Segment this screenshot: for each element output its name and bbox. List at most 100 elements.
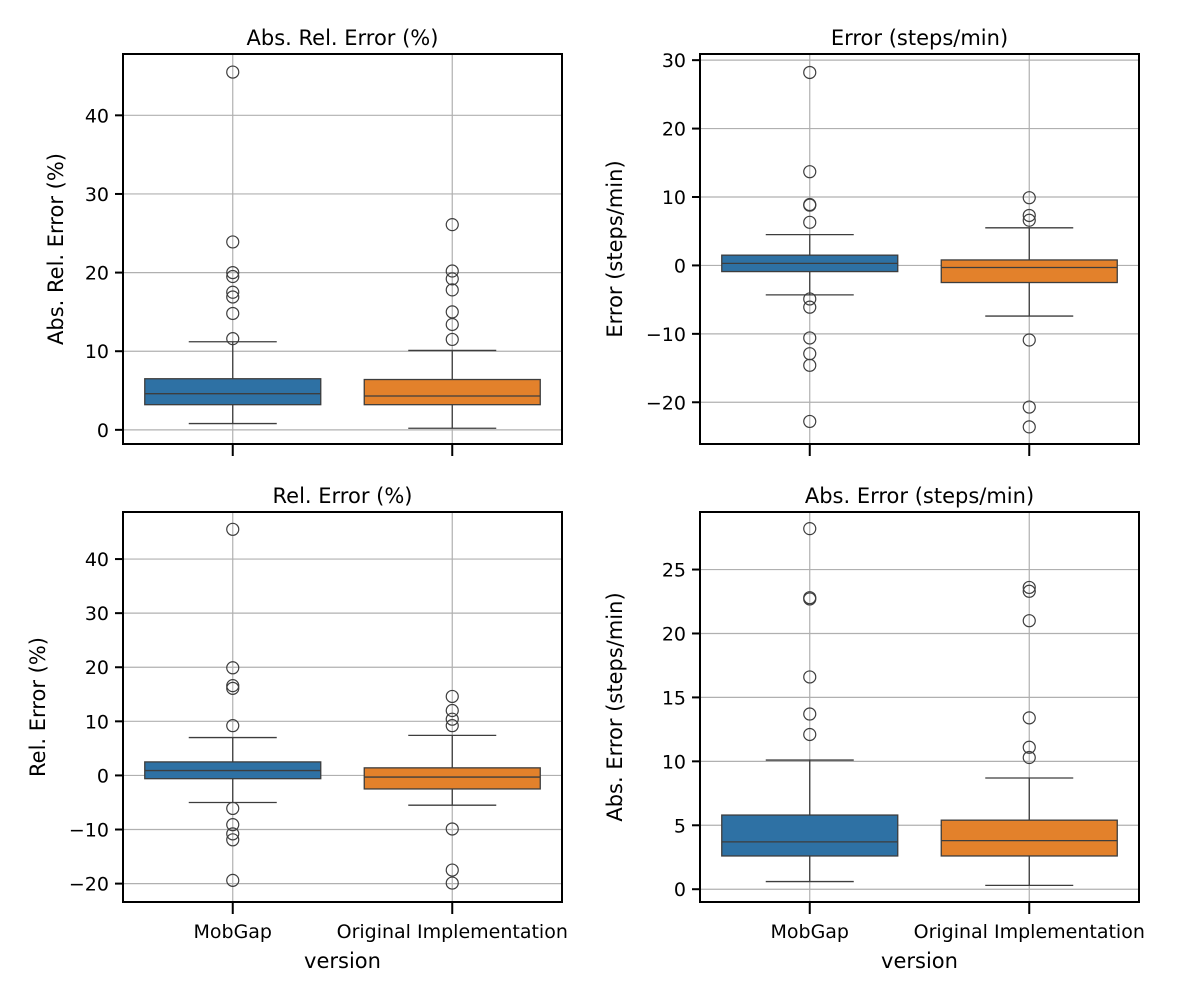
subplot-title: Abs. Error (steps/min) — [805, 484, 1034, 508]
subplot-title: Error (steps/min) — [831, 26, 1008, 50]
iqr-box — [363, 378, 541, 406]
y-tick-label: 0 — [674, 255, 686, 277]
box-mobgap — [144, 65, 322, 425]
outlier-point — [803, 300, 817, 314]
box-mobgap — [144, 522, 322, 887]
outlier-point — [226, 290, 240, 304]
iqr-box — [940, 819, 1118, 857]
outlier-point — [1022, 614, 1036, 628]
iqr-box — [363, 767, 541, 790]
outlier-point — [226, 265, 240, 280]
x-tick-label: Original Implementation — [914, 921, 1145, 943]
outlier-point — [226, 818, 240, 832]
y-tick-label: 0 — [97, 420, 109, 442]
axes-frame — [122, 511, 563, 903]
y-tick-label: 40 — [85, 105, 109, 127]
outlier-point — [226, 801, 240, 816]
subplot-title: Abs. Rel. Error (%) — [247, 26, 439, 50]
outlier-point — [803, 165, 817, 179]
y-tick-label: 5 — [674, 815, 686, 837]
outlier-point — [1022, 750, 1036, 765]
y-tick-label: 15 — [662, 687, 686, 709]
y-tick-label: 30 — [85, 184, 109, 206]
outlier-point — [803, 522, 817, 536]
y-tick-label: 20 — [662, 119, 686, 141]
subplot-3: −20 −10 0 10 20 30 40 MobGap Original Implementa… — [26, 484, 568, 973]
box-mobgap — [721, 65, 899, 429]
outlier-point — [445, 719, 459, 733]
outlier-point — [803, 358, 817, 372]
subplot-1: 0 10 20 30 40 Abs. Rel. Error (%) Abs. Rel. Er… — [44, 26, 563, 456]
outlier-point — [226, 719, 240, 733]
y-tick-label: 30 — [662, 50, 686, 72]
box-original-implementation — [363, 689, 541, 890]
y-tick-label: 10 — [662, 751, 686, 773]
y-axis-label: Rel. Error (%) — [26, 637, 50, 777]
x-tick-label: MobGap — [193, 921, 272, 943]
axes-frame — [699, 511, 1140, 903]
outlier-point — [1022, 191, 1036, 205]
outlier-point — [803, 670, 817, 684]
y-tick-label: 40 — [85, 549, 109, 571]
iqr-box — [144, 378, 322, 406]
outlier-point — [1022, 208, 1036, 223]
y-tick-label: 30 — [85, 603, 109, 625]
subplot-4: 0 5 10 15 20 25 MobGap Original Implementation A… — [603, 484, 1145, 973]
box-original-implementation — [940, 580, 1118, 887]
outlier-point — [1022, 400, 1036, 414]
axes-frame — [699, 53, 1140, 445]
y-axis-label: Abs. Error (steps/min) — [603, 592, 627, 821]
y-tick-label: 20 — [662, 623, 686, 645]
outlier-point — [445, 272, 459, 286]
outlier-point — [226, 235, 240, 249]
outlier-point — [445, 703, 459, 718]
outlier-point — [803, 65, 817, 80]
outlier-point — [445, 863, 459, 877]
outlier-point — [226, 306, 240, 321]
outlier-point — [1022, 213, 1036, 227]
y-tick-label: 10 — [85, 341, 109, 363]
outlier-point — [226, 661, 240, 675]
outlier-point — [803, 292, 817, 306]
outlier-point — [226, 833, 240, 847]
outlier-point — [226, 65, 240, 79]
y-tick-label: 10 — [85, 711, 109, 733]
iqr-box — [940, 259, 1118, 284]
box-original-implementation — [940, 191, 1118, 434]
outlier-point — [1022, 740, 1036, 754]
outlier-point — [445, 689, 459, 704]
outlier-point — [445, 283, 459, 297]
outlier-point — [445, 822, 459, 836]
outlier-point — [226, 269, 240, 284]
y-tick-label: 20 — [85, 657, 109, 679]
x-axis-label: version — [304, 949, 381, 973]
y-tick-label: −10 — [646, 324, 686, 346]
outlier-point — [226, 285, 240, 299]
outlier-point — [445, 332, 459, 347]
y-tick-label: −20 — [69, 874, 109, 896]
outlier-point — [226, 827, 240, 841]
outlier-point — [445, 218, 459, 232]
y-tick-label: 0 — [674, 879, 686, 901]
outlier-point — [803, 727, 817, 742]
outlier-point — [1022, 711, 1036, 725]
outlier-point — [1022, 580, 1036, 595]
outlier-point — [803, 414, 817, 429]
y-tick-label: 10 — [662, 187, 686, 209]
x-tick-label: MobGap — [770, 921, 849, 943]
iqr-box — [721, 814, 899, 857]
outlier-point — [445, 264, 459, 278]
subplot-title: Rel. Error (%) — [273, 484, 413, 508]
y-tick-label: −10 — [69, 820, 109, 842]
outlier-point — [1022, 420, 1036, 434]
outlier-point — [226, 681, 240, 695]
outlier-point — [226, 332, 240, 346]
outlier-point — [226, 522, 240, 536]
x-axis-label: version — [881, 949, 958, 973]
x-tick-label: Original Implementation — [337, 921, 568, 943]
outlier-point — [226, 873, 240, 887]
outlier-point — [803, 198, 817, 212]
outlier-point — [803, 215, 817, 229]
outlier-point — [445, 876, 459, 890]
